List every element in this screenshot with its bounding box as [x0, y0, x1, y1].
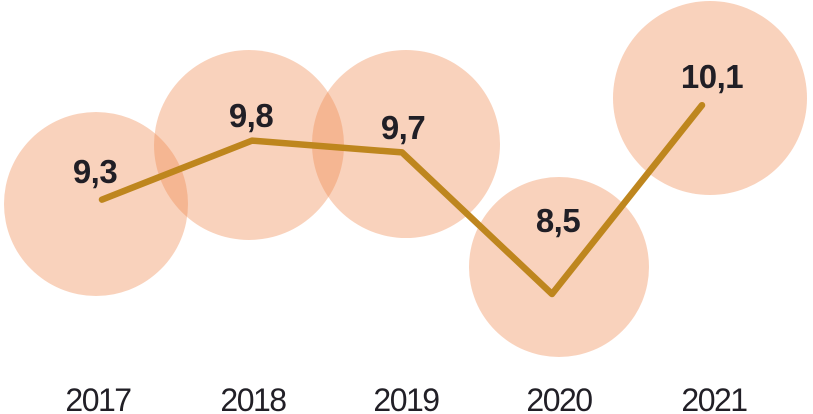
bubble-marker-2019 [312, 50, 500, 238]
bubble-markers [4, 1, 807, 357]
x-tick-label-2020: 2020 [526, 382, 592, 414]
bubble-marker-2020 [469, 177, 649, 357]
x-tick-label-2019: 2019 [373, 382, 439, 414]
x-tick-label-2021: 2021 [681, 382, 747, 414]
value-labels: 9,3 9,8 9,7 8,5 10,1 [73, 58, 744, 239]
x-tick-label-2017: 2017 [65, 382, 131, 414]
value-label-2017: 9,3 [73, 153, 118, 190]
bubble-marker-2021 [613, 1, 807, 195]
value-label-2020: 8,5 [536, 202, 581, 239]
x-tick-label-2018: 2018 [220, 382, 286, 414]
value-label-2019: 9,7 [381, 109, 425, 146]
value-label-2018: 9,8 [229, 97, 274, 134]
value-label-2021: 10,1 [681, 58, 743, 95]
x-axis-labels: 2017 2018 2019 2020 2021 [65, 382, 748, 414]
data-line [98, 101, 706, 298]
bubble-marker-2017 [4, 112, 188, 296]
